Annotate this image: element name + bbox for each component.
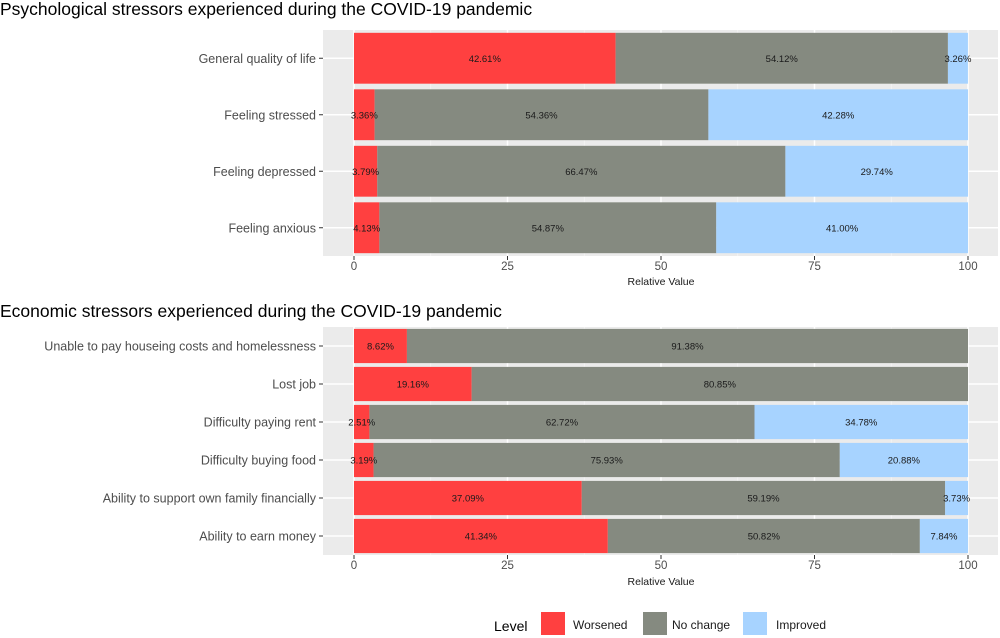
bars: [354, 32, 968, 254]
x-axis-label: Relative Value: [628, 576, 695, 588]
data-label: 20.88%: [888, 456, 921, 467]
data-label: 34.78%: [845, 418, 878, 429]
data-label: 91.38%: [671, 342, 704, 353]
x-tick-label: 100: [958, 560, 977, 572]
category-label: General quality of life: [199, 52, 316, 66]
bar-segment-improved: [945, 480, 968, 516]
legend-swatch-no-change: [643, 612, 667, 635]
chart-title: Economic stressors experienced during th…: [0, 301, 502, 321]
legend-title: Level: [494, 618, 527, 634]
data-label: 50.82%: [748, 532, 781, 543]
x-tick-label: 25: [501, 261, 514, 273]
legend-swatch-worsened: [541, 612, 565, 635]
data-label: 2.51%: [348, 418, 375, 429]
data-label: 75.93%: [591, 456, 624, 467]
value-labels: 8.62% 91.38% 19.16% 80.85% 2.51% 62.72% 34.78%…: [348, 342, 970, 543]
data-label: 54.36%: [525, 110, 558, 121]
psychological-stressors-chart: Psychological stressors experienced duri…: [0, 0, 998, 288]
bar-segment-no-change: [615, 32, 948, 84]
bar-segment-improved: [754, 404, 968, 440]
bar-segment-improved: [785, 145, 968, 197]
bar-segment-no-change: [377, 145, 786, 197]
bar-segment-no-change: [471, 366, 968, 402]
bar-segment-no-change: [369, 404, 755, 440]
bar-segment-improved: [708, 89, 968, 141]
x-axis-label: Relative Value: [628, 276, 695, 288]
bar-segment-worsened: [354, 89, 375, 141]
data-label: 7.84%: [930, 532, 957, 543]
legend-label-worsened: Worsened: [573, 618, 627, 632]
bar-segment-worsened: [354, 145, 378, 197]
bar-segment-improved: [947, 32, 968, 84]
bar-segment-improved: [716, 202, 968, 254]
value-labels: 42.61% 54.12% 3.26% 3.36% 54.36% 42.28% 3.79% 6…: [351, 54, 972, 235]
category-label: Difficulty buying food: [201, 454, 316, 468]
bar-segment-no-change: [581, 480, 946, 516]
x-tick-label: 25: [501, 560, 514, 572]
bar-segment-worsened: [354, 366, 472, 402]
data-label: 42.61%: [469, 54, 502, 65]
bar-segment-no-change: [379, 202, 717, 254]
data-label: 19.16%: [397, 380, 430, 391]
data-label: 66.47%: [565, 167, 598, 178]
legend-label-improved: Improved: [776, 618, 826, 632]
data-label: 3.36%: [351, 110, 378, 121]
category-label: Difficulty paying rent: [204, 416, 317, 430]
x-tick-label: 75: [808, 261, 821, 273]
data-label: 4.13%: [353, 223, 380, 234]
category-label: Feeling depressed: [213, 165, 316, 179]
bar-segment-improved: [839, 442, 968, 478]
data-label: 3.26%: [944, 54, 971, 65]
bar-segment-worsened: [354, 32, 616, 84]
data-label: 54.87%: [532, 223, 565, 234]
x-tick-label: 50: [655, 560, 668, 572]
bar-segment-worsened: [354, 442, 374, 478]
bars: [354, 328, 969, 554]
legend-label-no-change: No change: [672, 618, 730, 632]
bar-segment-no-change: [607, 518, 920, 554]
data-label: 37.09%: [452, 494, 485, 505]
data-label: 3.19%: [350, 456, 377, 467]
bar-segment-no-change: [374, 89, 709, 141]
chart-title: Psychological stressors experienced duri…: [0, 0, 532, 19]
x-tick-label: 50: [655, 261, 668, 273]
bar-segment-no-change: [373, 442, 840, 478]
bar-segment-improved: [919, 518, 968, 554]
economic-stressors-chart: Economic stressors experienced during th…: [0, 301, 998, 588]
data-label: 29.74%: [861, 167, 894, 178]
data-label: 54.12%: [766, 54, 799, 65]
data-label: 41.34%: [465, 532, 498, 543]
bar-segment-worsened: [354, 328, 407, 364]
data-label: 62.72%: [546, 418, 579, 429]
bar-segment-no-change: [406, 328, 969, 364]
data-label: 80.85%: [704, 380, 737, 391]
bar-segment-worsened: [354, 518, 608, 554]
data-label: 3.79%: [352, 167, 379, 178]
data-label: 3.73%: [943, 494, 970, 505]
x-tick-label: 0: [351, 261, 357, 273]
x-tick-label: 100: [958, 261, 977, 273]
x-tick-label: 75: [808, 560, 821, 572]
data-label: 59.19%: [747, 494, 780, 505]
category-label: Lost job: [272, 378, 316, 392]
category-label: Unable to pay houseing costs and homeles…: [44, 340, 316, 354]
category-label: Ability to earn money: [199, 530, 316, 544]
bar-segment-worsened: [354, 480, 582, 516]
data-label: 42.28%: [822, 110, 855, 121]
bar-segment-worsened: [354, 404, 370, 440]
category-label: Feeling anxious: [228, 221, 316, 235]
category-label: Feeling stressed: [224, 108, 316, 122]
bar-segment-worsened: [354, 202, 380, 254]
legend: Level Worsened No change Improved: [494, 612, 826, 635]
data-label: 41.00%: [826, 223, 859, 234]
legend-swatch-improved: [743, 612, 767, 635]
category-label: Ability to support own family financiall…: [103, 492, 317, 506]
data-label: 8.62%: [367, 342, 394, 353]
x-tick-label: 0: [351, 560, 357, 572]
